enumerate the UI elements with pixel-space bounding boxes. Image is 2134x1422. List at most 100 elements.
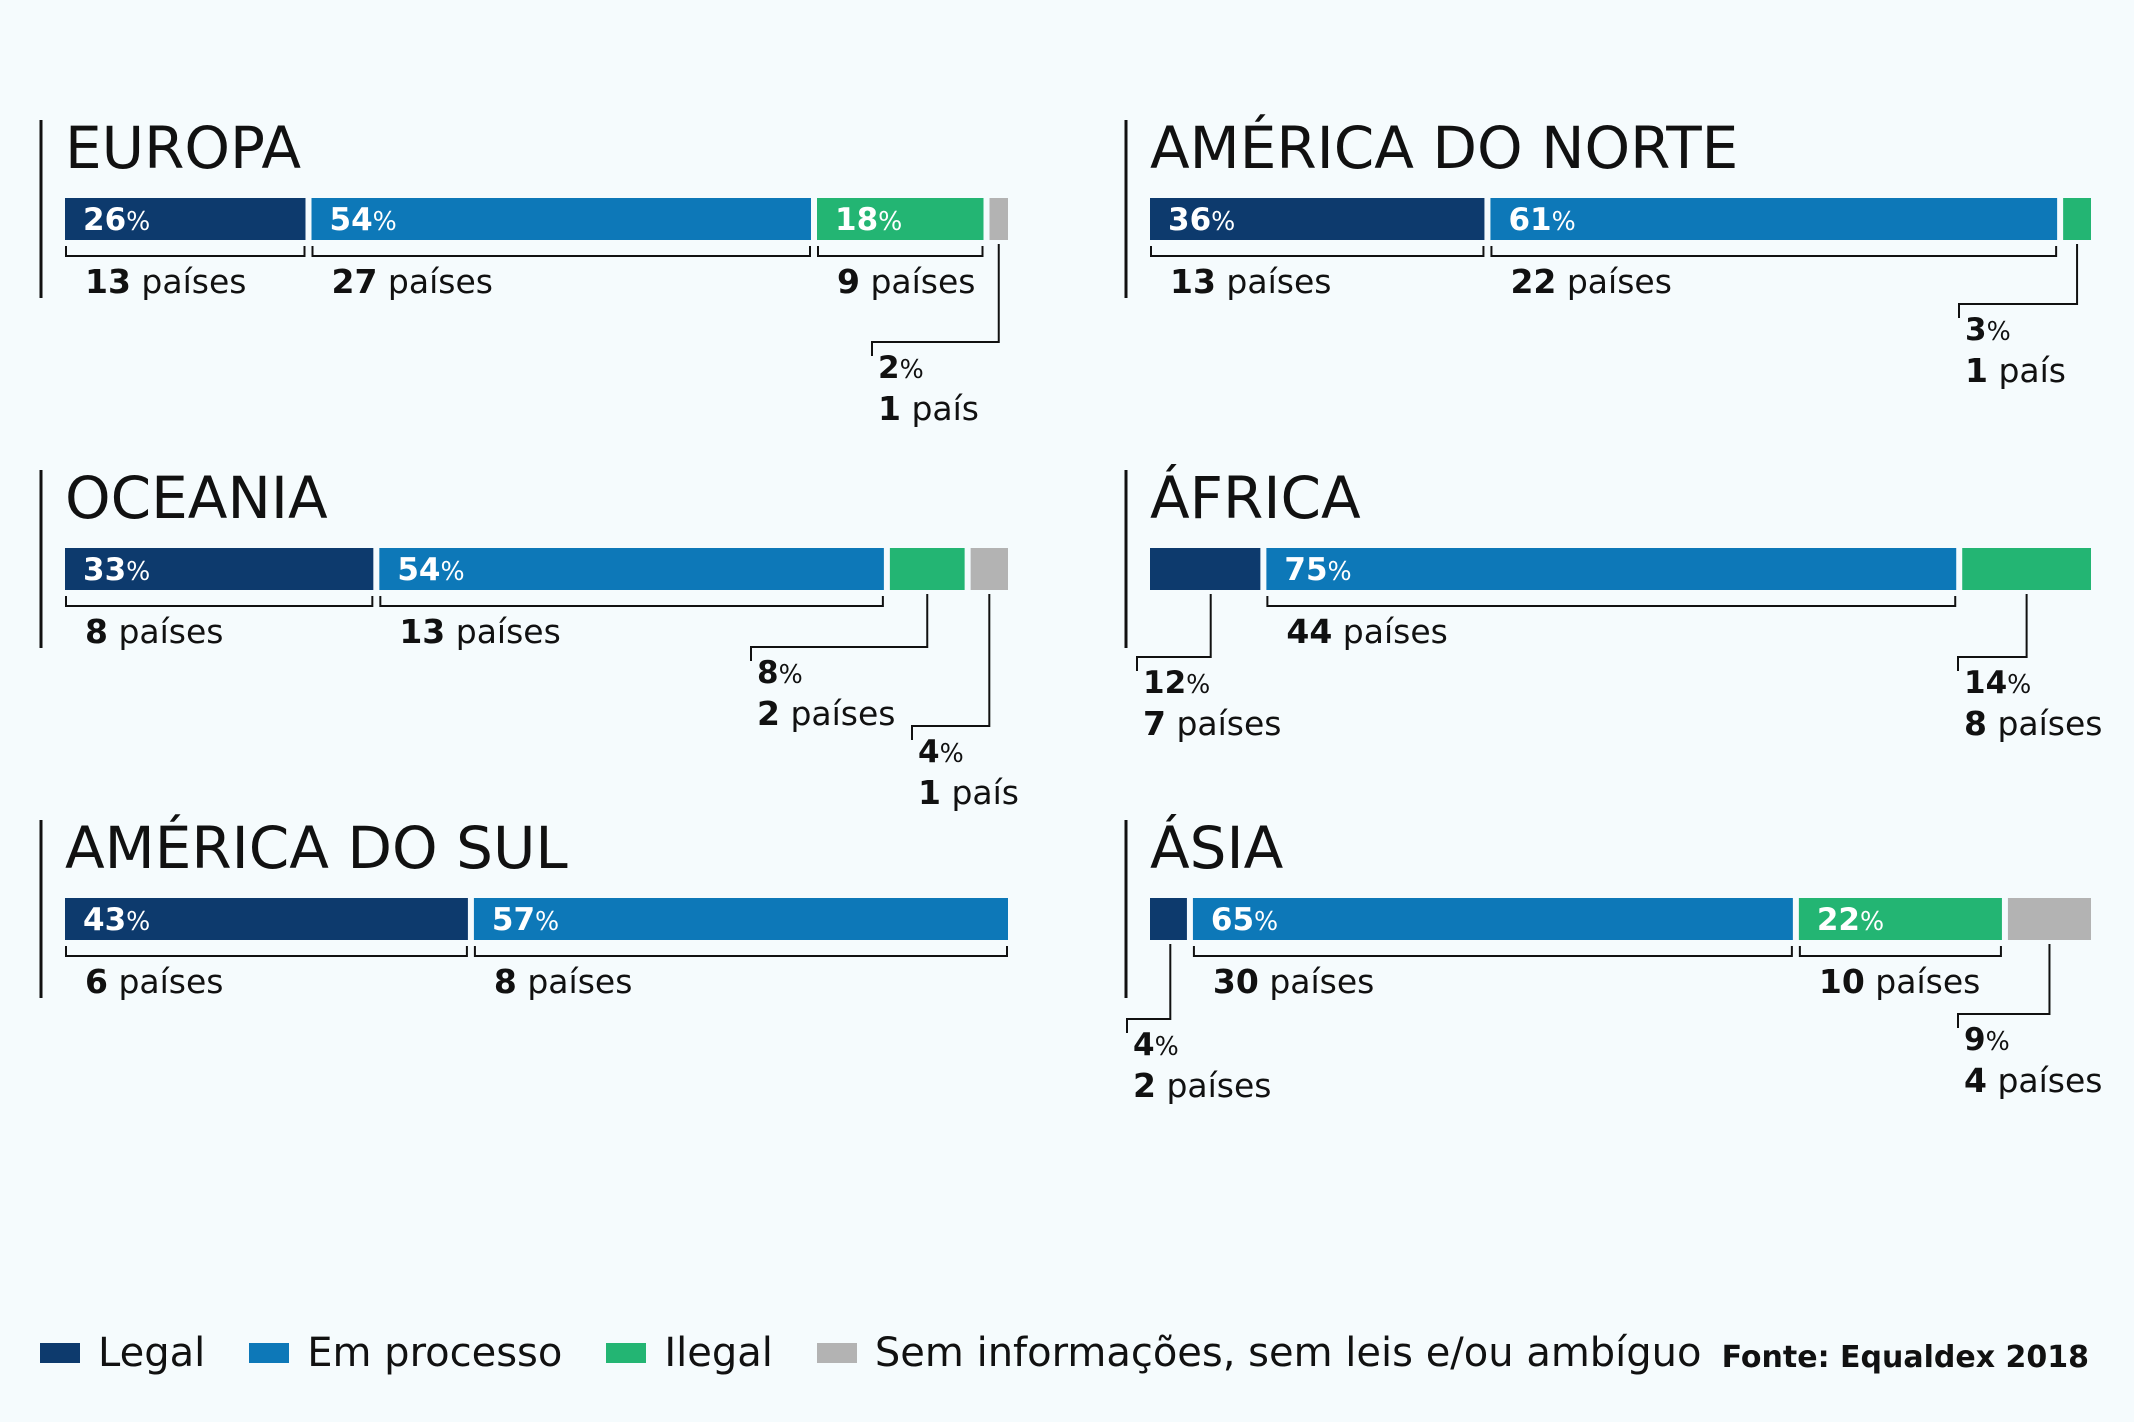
segment-bracket bbox=[1266, 596, 1957, 607]
region-panel-4: ÁFRICA 12%7 países 75% 44 países 14%8 países bbox=[1124, 463, 2103, 743]
callout-connector bbox=[1957, 944, 2051, 1028]
bar-segment-legal bbox=[1150, 198, 1485, 240]
callout-count-label: 1 país bbox=[918, 773, 1019, 812]
callout-connector bbox=[871, 244, 1000, 356]
callout-percent-label: 14% bbox=[1964, 665, 2031, 701]
bar-percent-label: 65% bbox=[1211, 902, 1278, 938]
callout-percent-label: 2% bbox=[878, 350, 924, 386]
bar-count-label: 9 países bbox=[837, 262, 976, 301]
segment-bracket bbox=[473, 946, 1008, 957]
callout-count-label: 1 país bbox=[1965, 351, 2066, 390]
bar-segment-em-processo bbox=[1490, 198, 2058, 240]
segment-bracket bbox=[1192, 946, 1793, 957]
legend-item-em-processo: Em processo bbox=[249, 1330, 562, 1376]
region-title: AMÉRICA DO SUL bbox=[65, 813, 568, 882]
bar-count-label: 22 países bbox=[1510, 262, 1671, 301]
region-panel-1: EUROPA 26% 13 países 54% 27 países 18% 9 paíse… bbox=[39, 114, 1008, 428]
legend-label: Sem informações, sem leis e/ou ambíguo bbox=[874, 1330, 1702, 1376]
callout-connector bbox=[750, 594, 929, 661]
legend-item-legal: Legal bbox=[40, 1330, 205, 1376]
callout-percent-label: 4% bbox=[918, 734, 964, 770]
callout-connector bbox=[1126, 944, 1172, 1033]
region-title: OCEANIA bbox=[65, 464, 328, 532]
legend-swatch bbox=[40, 1343, 80, 1363]
legend-swatch bbox=[816, 1343, 857, 1363]
callout-connector bbox=[911, 594, 991, 740]
region-title: ÁFRICA bbox=[1150, 463, 1361, 532]
segment-bracket bbox=[65, 946, 468, 957]
region-panel-6: ÁSIA 4%2 países 65% 30 países 22% 10 países 9%… bbox=[1124, 813, 2103, 1105]
legend-swatch bbox=[606, 1343, 647, 1363]
bar-percent-label: 54% bbox=[330, 202, 397, 238]
callout-connector bbox=[1958, 244, 2079, 318]
segment-bracket bbox=[1150, 246, 1485, 257]
bar-segment-em-processo bbox=[1192, 898, 1793, 940]
legend-label: Em processo bbox=[307, 1330, 563, 1376]
callout-percent-label: 3% bbox=[1965, 312, 2011, 348]
region-title: EUROPA bbox=[65, 114, 301, 182]
callout-percent-label: 4% bbox=[1133, 1027, 1179, 1063]
legend-swatch bbox=[249, 1343, 290, 1363]
segment-bracket bbox=[65, 596, 374, 607]
bar-segment-ilegal bbox=[2063, 198, 2091, 240]
region-title: ÁSIA bbox=[1150, 813, 1284, 882]
bar-segment-em-processo bbox=[1266, 548, 1957, 590]
callout-count-label: 2 países bbox=[757, 694, 896, 733]
segment-bracket bbox=[311, 246, 811, 257]
bar-segment-legal bbox=[1150, 898, 1187, 940]
bar-percent-label: 43% bbox=[83, 902, 150, 938]
bar-count-label: 13 países bbox=[1170, 262, 1331, 301]
bar-segment-sem-info bbox=[2007, 898, 2091, 940]
callout-connector bbox=[1136, 594, 1212, 671]
bar-segment-legal bbox=[65, 548, 374, 590]
callout-count-label: 1 país bbox=[878, 389, 979, 428]
bar-segment-sem-info bbox=[989, 198, 1008, 240]
bar-percent-label: 57% bbox=[492, 902, 559, 938]
segment-bracket bbox=[65, 246, 306, 257]
bar-segment-em-processo bbox=[379, 548, 884, 590]
bar-count-label: 27 países bbox=[332, 262, 493, 301]
bar-percent-label: 36% bbox=[1168, 202, 1235, 238]
bar-count-label: 6 países bbox=[85, 962, 224, 1001]
callout-count-label: 4 países bbox=[1964, 1061, 2103, 1100]
bar-percent-label: 26% bbox=[83, 202, 150, 238]
bar-count-label: 8 países bbox=[494, 962, 633, 1001]
bar-percent-label: 75% bbox=[1284, 552, 1351, 588]
bar-count-label: 8 países bbox=[85, 612, 224, 651]
callout-percent-label: 9% bbox=[1964, 1022, 2010, 1058]
bar-segment-em-processo bbox=[473, 898, 1008, 940]
legend: Legal Em processo Ilegal Sem informações, s… bbox=[40, 1330, 1746, 1376]
bar-count-label: 10 países bbox=[1819, 962, 1980, 1001]
bar-segment-ilegal bbox=[1798, 898, 2002, 940]
bar-segment-legal bbox=[65, 198, 306, 240]
legend-item-sem-info: Sem informações, sem leis e/ou ambíguo bbox=[816, 1330, 1702, 1376]
legend-label: Legal bbox=[98, 1330, 206, 1376]
bar-segment-ilegal bbox=[889, 548, 965, 590]
region-panel-2: AMÉRICA DO NORTE 36% 13 países 61% 22 países… bbox=[1124, 113, 2091, 390]
bar-percent-label: 22% bbox=[1817, 902, 1884, 938]
bar-percent-label: 33% bbox=[83, 552, 150, 588]
callout-percent-label: 8% bbox=[757, 655, 803, 691]
bar-percent-label: 61% bbox=[1508, 202, 1575, 238]
bar-segment-ilegal bbox=[817, 198, 984, 240]
region-panel-3: OCEANIA 33% 8 países 54% 13 países 8%2 países… bbox=[39, 464, 1019, 812]
bar-segment-legal bbox=[65, 898, 468, 940]
bar-segment-legal bbox=[1150, 548, 1261, 590]
bar-segment-em-processo bbox=[311, 198, 811, 240]
bar-percent-label: 18% bbox=[835, 202, 902, 238]
callout-connector bbox=[1957, 594, 2028, 671]
bar-count-label: 13 países bbox=[85, 262, 246, 301]
source-note: Fonte: Equaldex 2018 bbox=[1721, 1340, 2089, 1375]
legend-item-ilegal: Ilegal bbox=[606, 1330, 773, 1376]
segment-bracket bbox=[379, 596, 884, 607]
callout-count-label: 2 países bbox=[1133, 1066, 1272, 1105]
segment-bracket bbox=[817, 246, 984, 257]
bar-count-label: 13 países bbox=[399, 612, 560, 651]
bar-segment-ilegal bbox=[1962, 548, 2091, 590]
callout-count-label: 8 países bbox=[1964, 704, 2103, 743]
bar-count-label: 44 países bbox=[1286, 612, 1447, 651]
region-title: AMÉRICA DO NORTE bbox=[1150, 113, 1738, 182]
callout-count-label: 7 países bbox=[1143, 704, 1282, 743]
bar-percent-label: 54% bbox=[397, 552, 464, 588]
